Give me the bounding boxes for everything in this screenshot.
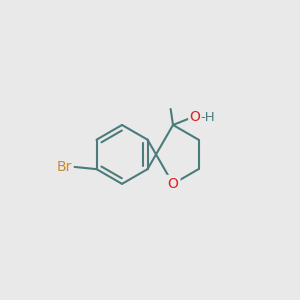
Text: O: O [168,177,178,191]
Text: -H: -H [200,111,215,124]
Text: O: O [190,110,200,124]
Text: Br: Br [57,160,72,174]
